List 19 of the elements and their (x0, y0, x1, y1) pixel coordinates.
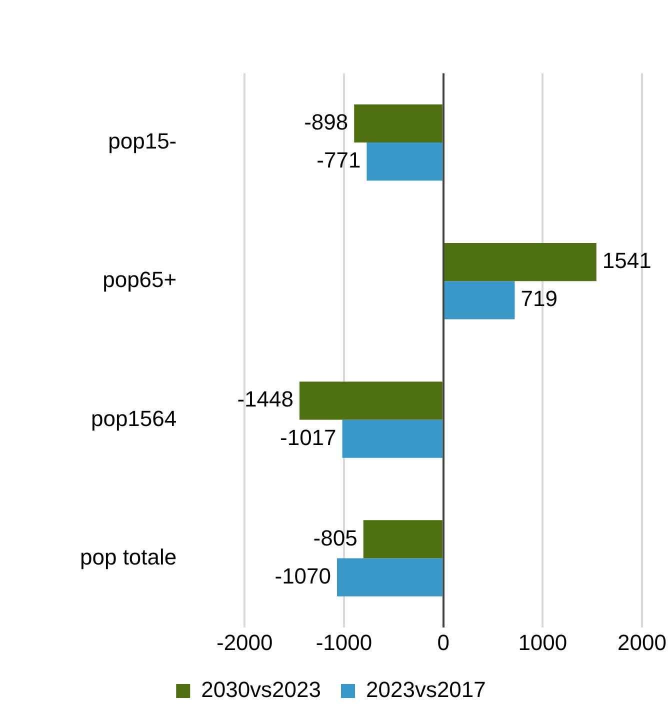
y-tick-label: pop totale (80, 544, 177, 570)
x-tick-label: 2000 (618, 630, 666, 655)
data-label: -771 (316, 148, 361, 173)
x-tick-label: -2000 (216, 630, 273, 655)
y-tick-label: pop65+ (102, 267, 177, 292)
data-label: -805 (313, 525, 358, 550)
x-tick-label: 0 (437, 630, 450, 655)
data-label: -1017 (280, 424, 336, 450)
data-label: 719 (520, 286, 558, 312)
data-label: 1541 (602, 248, 652, 274)
data-label: -898 (304, 110, 348, 135)
y-tick-label: pop1564 (90, 406, 177, 431)
data-label: -1070 (274, 563, 332, 588)
x-tick-label: 1000 (518, 630, 568, 655)
legend-label: 2030vs2023 (201, 677, 322, 702)
data-label: -1448 (237, 386, 294, 412)
y-tick-label: pop15- (108, 128, 177, 154)
legend-label: 2023vs2017 (366, 677, 486, 702)
x-tick-label: -1000 (316, 630, 372, 655)
